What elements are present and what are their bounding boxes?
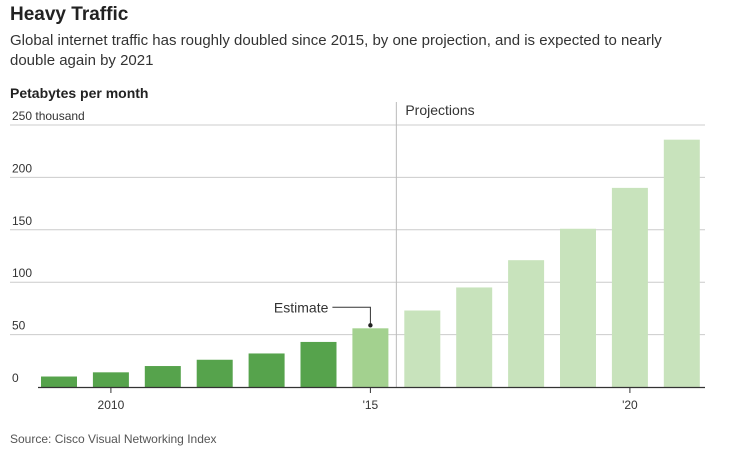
bar-2012 — [196, 359, 233, 387]
bar-2009 — [41, 376, 77, 387]
y-tick-label: 100 — [12, 266, 32, 280]
projections-label: Projections — [405, 102, 474, 118]
bar-2019 — [560, 228, 596, 387]
x-tick-label: '15 — [363, 398, 379, 412]
bar-2020 — [611, 187, 648, 387]
bars — [41, 139, 700, 387]
gridlines — [10, 124, 705, 336]
bar-2018 — [508, 260, 545, 387]
bar-2016 — [404, 310, 441, 387]
bar-2014 — [300, 341, 337, 387]
chart-subtitle: Global internet traffic has roughly doub… — [10, 32, 662, 69]
y-tick-label: 250 thousand — [12, 109, 85, 123]
estimate-marker-dot — [368, 323, 373, 328]
annotations: Projections Estimate — [274, 102, 475, 387]
y-tick-label: 0 — [12, 371, 19, 385]
y-tick-label: 150 — [12, 214, 32, 228]
estimate-label: Estimate — [274, 299, 329, 315]
bar-2015 — [352, 328, 389, 387]
y-tick-label: 50 — [12, 319, 26, 333]
y-axis-unit-label: Petabytes per month — [10, 85, 149, 101]
source-note: Source: Cisco Visual Networking Index — [10, 432, 217, 446]
y-tick-label: 200 — [12, 161, 32, 175]
x-tick-label: '20 — [622, 398, 638, 412]
x-tick-label: 2010 — [98, 398, 125, 412]
y-axis-ticks: 0 50 100 150 200 250 thousand — [12, 109, 85, 385]
bar-2011 — [144, 366, 181, 387]
bar-2013 — [248, 353, 285, 387]
bar-2017 — [456, 287, 493, 387]
chart-title: Heavy Traffic — [10, 4, 129, 25]
x-axis: 2010 '15 '20 — [38, 386, 705, 412]
bar-2021 — [663, 139, 700, 387]
estimate-leader-line — [332, 306, 371, 326]
bar-2010 — [92, 372, 129, 387]
